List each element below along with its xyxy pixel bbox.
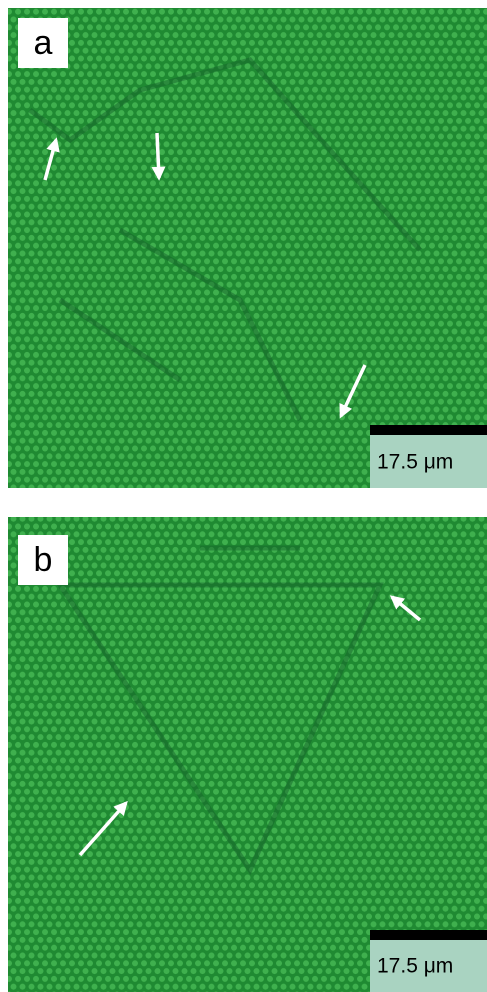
arrow — [157, 133, 159, 178]
panel-label: a — [34, 24, 53, 62]
panel-label: b — [34, 541, 53, 579]
page: a 17.5 μm b 17.5 μm (() => { const data … — [0, 0, 487, 992]
scale-label: 17.5 μm — [377, 451, 453, 474]
panel-a: a 17.5 μm — [8, 8, 487, 488]
scale-label: 17.5 μm — [377, 955, 453, 978]
figure: a 17.5 μm b 17.5 μm — [0, 0, 487, 992]
scale-bar — [370, 930, 487, 940]
scale-bar — [370, 425, 487, 435]
micrograph — [8, 517, 487, 992]
panel-b: b 17.5 μm — [8, 517, 487, 992]
